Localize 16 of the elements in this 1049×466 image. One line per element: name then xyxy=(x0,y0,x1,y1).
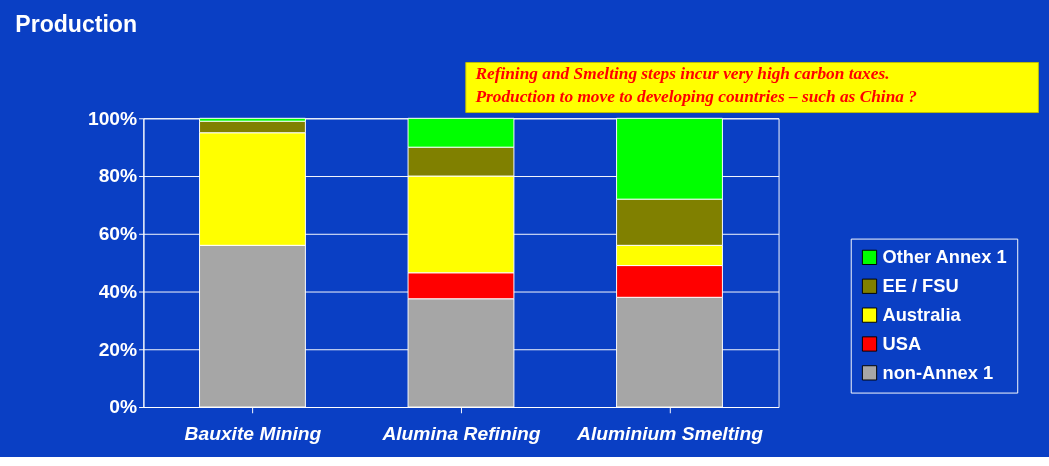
legend-label: Australia xyxy=(882,303,962,325)
legend-label: USA xyxy=(882,332,922,354)
legend-label: Other Annex 1 xyxy=(882,246,1007,268)
y-tick-label: 0% xyxy=(109,396,138,418)
y-tick-label: 60% xyxy=(98,223,138,245)
x-tick-label: Alumina Refining xyxy=(381,423,541,445)
chart-title: Production xyxy=(15,11,138,38)
text: Refining and Smelting steps incur very high carbon taxes. Production to move to developing countries – such as China ? xyxy=(474,63,918,106)
y-tick-label: 40% xyxy=(98,280,138,302)
y-tick-label: 100% xyxy=(87,107,138,129)
y-tick-label: 80% xyxy=(98,165,138,187)
x-tick-label: Aluminium Smelting xyxy=(576,423,764,445)
legend-label: EE / FSU xyxy=(882,275,959,297)
y-tick-label: 20% xyxy=(98,338,138,360)
x-tick-label: Bauxite Mining xyxy=(184,423,322,445)
legend-label: non-Annex 1 xyxy=(882,361,994,383)
